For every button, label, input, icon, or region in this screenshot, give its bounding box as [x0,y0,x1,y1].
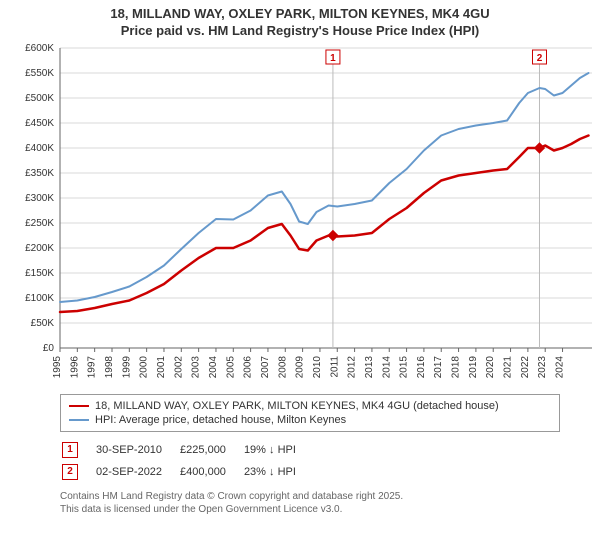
svg-text:1998: 1998 [104,355,115,378]
svg-text:£550K: £550K [25,68,54,79]
title-line-1: 18, MILLAND WAY, OXLEY PARK, MILTON KEYN… [0,6,600,23]
copyright-line: This data is licensed under the Open Gov… [60,503,600,516]
legend-row: 18, MILLAND WAY, OXLEY PARK, MILTON KEYN… [69,399,551,413]
svg-text:2019: 2019 [468,355,479,378]
svg-text:£50K: £50K [31,318,55,329]
svg-text:2001: 2001 [156,355,167,378]
svg-text:2009: 2009 [295,355,306,378]
svg-text:£300K: £300K [25,193,54,204]
svg-text:2011: 2011 [329,355,340,377]
sale-point-row: 202-SEP-2022£400,00023% ↓ HPI [62,462,312,482]
marker-cell: 2 [62,462,94,482]
legend-swatch-hpi [69,419,89,421]
svg-text:2: 2 [537,53,543,64]
chart-area: £0 £50K £100K £150K £200K £250K £300K £350K £400… [0,40,600,390]
svg-text:2000: 2000 [139,355,150,378]
sale-points-table: 130-SEP-2010£225,00019% ↓ HPI202-SEP-202… [60,438,314,484]
svg-text:2005: 2005 [225,355,236,378]
chart-titles: 18, MILLAND WAY, OXLEY PARK, MILTON KEYN… [0,0,600,40]
svg-text:1995: 1995 [52,355,63,378]
line-chart: £0 £50K £100K £150K £200K £250K £300K £350K £400… [0,40,600,390]
copyright-notice: Contains HM Land Registry data © Crown c… [60,490,600,516]
svg-text:2012: 2012 [347,355,358,378]
svg-text:£100K: £100K [25,293,54,304]
marker-cell: 1 [62,440,94,460]
svg-text:2003: 2003 [191,355,202,378]
legend-swatch-subject [69,405,89,407]
svg-text:2022: 2022 [520,355,531,378]
svg-text:1996: 1996 [69,355,80,378]
svg-text:2023: 2023 [537,355,548,378]
svg-text:£500K: £500K [25,93,54,104]
svg-text:2008: 2008 [277,355,288,378]
svg-text:£350K: £350K [25,168,54,179]
svg-text:2020: 2020 [485,355,496,378]
svg-text:2007: 2007 [260,355,271,378]
svg-text:2006: 2006 [243,355,254,378]
svg-text:2016: 2016 [416,355,427,378]
svg-text:2013: 2013 [364,355,375,378]
svg-text:£0: £0 [43,343,55,354]
date-cell: 02-SEP-2022 [96,462,178,482]
svg-text:2002: 2002 [173,355,184,378]
legend-label: 18, MILLAND WAY, OXLEY PARK, MILTON KEYN… [95,400,499,412]
date-cell: 30-SEP-2010 [96,440,178,460]
svg-text:2021: 2021 [503,355,514,378]
legend-label: HPI: Average price, detached house, Milt… [95,414,346,426]
legend: 18, MILLAND WAY, OXLEY PARK, MILTON KEYN… [60,394,560,432]
svg-text:£450K: £450K [25,118,54,129]
price-cell: £400,000 [180,462,242,482]
svg-text:2015: 2015 [399,355,410,378]
svg-text:2014: 2014 [381,355,392,378]
svg-text:1997: 1997 [87,355,98,378]
title-line-2: Price paid vs. HM Land Registry's House … [0,23,600,40]
svg-text:£400K: £400K [25,143,54,154]
pct-cell: 23% ↓ HPI [244,462,312,482]
svg-text:£250K: £250K [25,218,54,229]
svg-text:£600K: £600K [25,43,54,54]
svg-text:£150K: £150K [25,268,54,279]
copyright-line: Contains HM Land Registry data © Crown c… [60,490,600,503]
sale-point-row: 130-SEP-2010£225,00019% ↓ HPI [62,440,312,460]
price-cell: £225,000 [180,440,242,460]
legend-row: HPI: Average price, detached house, Milt… [69,413,551,427]
svg-text:£200K: £200K [25,243,54,254]
svg-text:2017: 2017 [433,355,444,378]
svg-text:2010: 2010 [312,355,323,378]
svg-text:2024: 2024 [555,355,566,378]
svg-text:1999: 1999 [121,355,132,378]
svg-text:2018: 2018 [451,355,462,378]
svg-text:1: 1 [330,53,336,64]
svg-text:2004: 2004 [208,355,219,378]
pct-cell: 19% ↓ HPI [244,440,312,460]
